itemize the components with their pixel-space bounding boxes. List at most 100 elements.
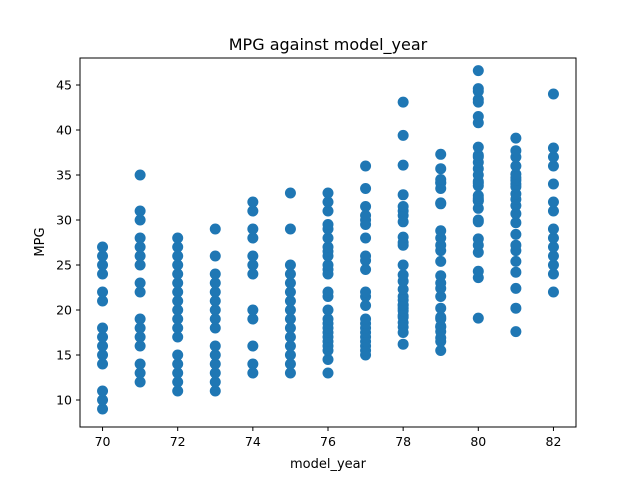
scatter-point	[97, 286, 109, 298]
x-tick-label: 78	[395, 434, 411, 449]
scatter-point	[172, 286, 184, 298]
scatter-point	[510, 132, 522, 144]
y-tick-label: 20	[56, 303, 72, 318]
scatter-point	[322, 354, 334, 365]
scatter-point	[472, 214, 484, 226]
scatter-point	[209, 322, 221, 334]
scatter-point	[360, 183, 372, 194]
scatter-point	[247, 259, 259, 271]
scatter-point	[172, 322, 184, 334]
scatter-point	[397, 283, 409, 295]
scatter-point	[284, 367, 296, 379]
scatter-point	[360, 210, 372, 221]
scatter-point	[134, 205, 146, 217]
scatter-point	[547, 142, 559, 154]
scatter-point	[209, 367, 221, 379]
y-tick-label: 35	[56, 168, 72, 183]
scatter-point	[284, 286, 296, 298]
scatter-point	[209, 277, 221, 289]
x-tick-label: 72	[170, 434, 186, 449]
scatter-point	[97, 340, 109, 352]
scatter-point	[172, 313, 184, 325]
scatter-point	[510, 160, 522, 172]
scatter-point	[397, 338, 409, 350]
scatter-point	[134, 358, 146, 370]
scatter-point	[322, 241, 334, 253]
scatter-point	[510, 145, 522, 157]
x-tick-label: 74	[245, 434, 261, 449]
scatter-point	[397, 269, 409, 281]
scatter-point	[435, 174, 447, 185]
x-tick-label: 80	[470, 434, 486, 449]
scatter-point	[284, 340, 296, 352]
scatter-point	[209, 358, 221, 370]
scatter-point	[247, 313, 259, 325]
scatter-point	[284, 322, 296, 334]
scatter-point	[209, 268, 221, 280]
scatter-point	[547, 196, 559, 208]
scatter-point	[360, 264, 372, 275]
scatter-point	[134, 376, 146, 388]
scatter-point	[134, 286, 146, 298]
scatter-point	[510, 228, 522, 240]
scatter-point	[360, 201, 372, 212]
scatter-point	[472, 265, 484, 277]
scatter-point	[284, 331, 296, 343]
scatter-point	[472, 141, 484, 153]
scatter-point	[172, 385, 184, 397]
x-axis-label: model_year	[290, 457, 367, 472]
scatter-point	[247, 268, 259, 280]
points-layer	[97, 65, 559, 415]
scatter-point	[322, 313, 334, 325]
scatter-point	[322, 286, 334, 298]
scatter-point	[472, 233, 484, 245]
scatter-point	[247, 304, 259, 316]
scatter-point	[209, 385, 221, 397]
scatter-point	[284, 349, 296, 361]
scatter-point	[284, 313, 296, 325]
scatter-point	[322, 304, 334, 316]
y-axis: 10 15 20 25 30 35 40 45	[56, 78, 80, 408]
scatter-point	[510, 266, 522, 278]
scatter-point	[247, 340, 259, 352]
scatter-point	[547, 250, 559, 262]
scatter-point	[435, 255, 447, 267]
scatter-point	[547, 205, 559, 217]
scatter-point	[209, 340, 221, 352]
scatter-point	[97, 403, 109, 415]
scatter-point	[209, 349, 221, 361]
x-tick-label: 76	[320, 434, 336, 449]
scatter-point	[134, 322, 146, 334]
x-tick-label: 82	[546, 434, 562, 449]
scatter-point	[172, 232, 184, 244]
scatter-point	[435, 225, 447, 237]
scatter-point	[397, 189, 409, 201]
scatter-point	[209, 295, 221, 307]
scatter-point	[547, 286, 559, 298]
scatter-point	[360, 300, 372, 311]
scatter-point	[247, 196, 259, 208]
scatter-point	[397, 201, 409, 212]
scatter-point	[284, 358, 296, 370]
scatter-point	[510, 326, 522, 338]
scatter-point	[472, 149, 484, 161]
scatter-point	[322, 219, 334, 230]
scatter-point	[547, 88, 559, 100]
scatter-point	[510, 302, 522, 314]
scatter-point	[510, 282, 522, 294]
scatter-point	[247, 367, 259, 379]
scatter-point	[322, 205, 334, 217]
scatter-point	[360, 250, 372, 262]
scatter-point	[435, 163, 447, 175]
y-tick-label: 10	[56, 393, 72, 408]
scatter-point	[134, 313, 146, 325]
scatter-point	[247, 358, 259, 370]
scatter-point	[247, 232, 259, 244]
scatter-point	[510, 217, 522, 229]
scatter-point	[247, 205, 259, 217]
scatter-point	[510, 208, 522, 220]
scatter-point	[435, 311, 447, 323]
scatter-point	[172, 376, 184, 388]
scatter-point	[97, 394, 109, 406]
